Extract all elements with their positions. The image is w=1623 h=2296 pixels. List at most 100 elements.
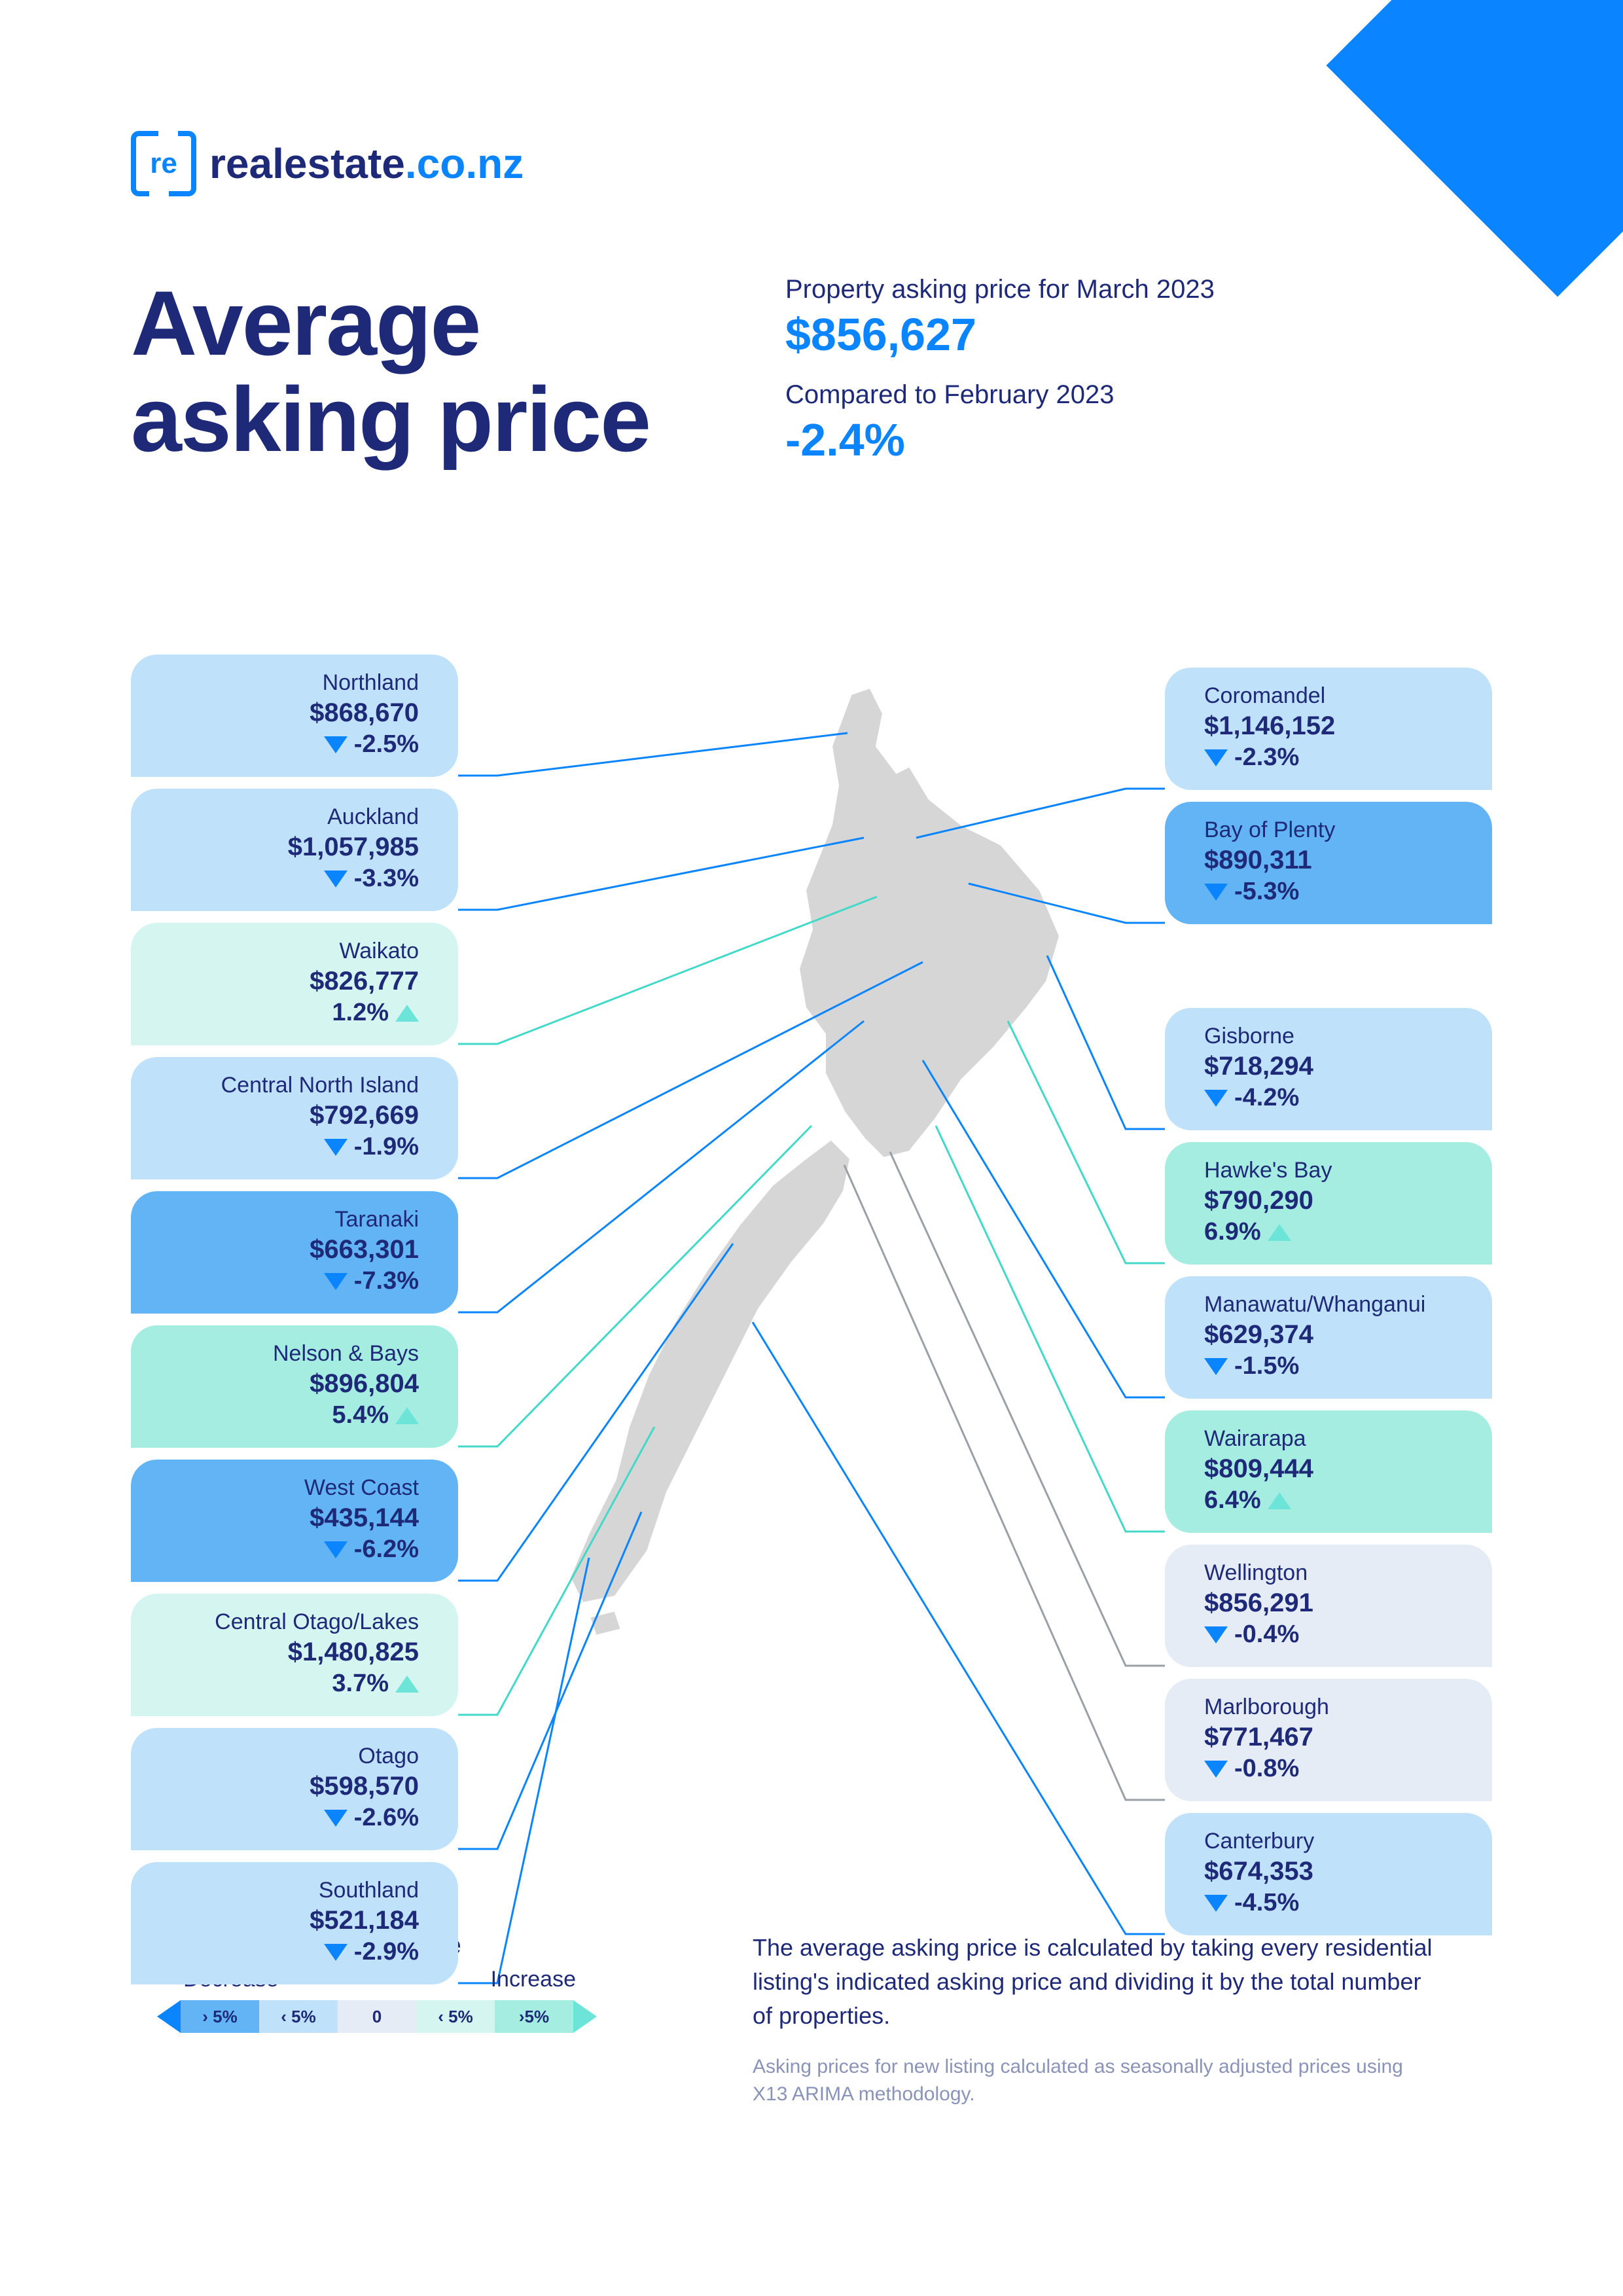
- region-name: Coromandel: [1204, 683, 1466, 709]
- region-price: $598,570: [157, 1772, 419, 1801]
- region-price: $809,444: [1204, 1454, 1466, 1484]
- region-price: $790,290: [1204, 1186, 1466, 1215]
- region-change: -0.4%: [1204, 1621, 1299, 1649]
- region-name: Wairarapa: [1204, 1426, 1466, 1452]
- region-change-value: -1.5%: [1234, 1352, 1299, 1380]
- region-name: Taranaki: [157, 1207, 419, 1232]
- region-change: 5.4%: [332, 1401, 419, 1429]
- region-name: West Coast: [157, 1475, 419, 1501]
- region-change-value: -2.9%: [354, 1938, 419, 1966]
- legend-scale: › 5% ‹ 5% 0 ‹ 5% ›5%: [157, 2000, 602, 2033]
- region-card: Wairarapa$809,4446.4%: [1165, 1410, 1492, 1533]
- legend-seg-inc-lt5: ‹ 5%: [416, 2000, 495, 2033]
- decrease-icon: [324, 870, 348, 888]
- region-name: Canterbury: [1204, 1829, 1466, 1854]
- increase-icon: [395, 1407, 419, 1424]
- decrease-icon: [1204, 1626, 1228, 1643]
- region-change: -1.9%: [324, 1133, 419, 1161]
- summary-compare-label: Compared to February 2023: [785, 380, 1215, 410]
- region-change: -2.9%: [324, 1938, 419, 1966]
- legend-seg-dec-lt5: ‹ 5%: [259, 2000, 338, 2033]
- region-card: Central North Island $792,669 -1.9%: [131, 1057, 458, 1179]
- legend-decrease-arrow-icon: [157, 2000, 181, 2033]
- region-name: Nelson & Bays: [157, 1341, 419, 1367]
- page-title: Average asking price: [131, 275, 650, 467]
- region-card: Marlborough$771,467-0.8%: [1165, 1679, 1492, 1801]
- region-price: $521,184: [157, 1906, 419, 1935]
- region-change-value: -3.3%: [354, 865, 419, 893]
- region-change: -4.2%: [1204, 1084, 1299, 1112]
- decrease-icon: [1204, 1761, 1228, 1778]
- region-price: $435,144: [157, 1503, 419, 1533]
- region-change: -3.3%: [324, 865, 419, 893]
- region-price: $1,146,152: [1204, 711, 1466, 741]
- region-change: -5.3%: [1204, 878, 1299, 906]
- region-name: Gisborne: [1204, 1024, 1466, 1049]
- region-price: $890,311: [1204, 846, 1466, 875]
- summary-price-label: Property asking price for March 2023: [785, 275, 1215, 304]
- region-name: Central North Island: [157, 1073, 419, 1098]
- region-price: $896,804: [157, 1369, 419, 1399]
- footnote-sub: Asking prices for new listing calculated…: [753, 2053, 1440, 2108]
- footnote-block: The average asking price is calculated b…: [753, 1931, 1440, 2108]
- decrease-icon: [324, 736, 348, 753]
- page-title-line2: asking price: [131, 371, 650, 467]
- summary-block: Property asking price for March 2023 $85…: [785, 275, 1215, 486]
- region-change-value: -5.3%: [1234, 878, 1299, 906]
- region-name: Manawatu/Whanganui: [1204, 1292, 1466, 1318]
- legend-increase-arrow-icon: [573, 2000, 597, 2033]
- corner-accent-shape: [1326, 0, 1623, 297]
- decrease-icon: [324, 1139, 348, 1156]
- region-change: -4.5%: [1204, 1889, 1299, 1917]
- summary-compare-value: -2.4%: [785, 414, 1215, 466]
- region-change-value: -4.2%: [1234, 1084, 1299, 1112]
- decrease-icon: [1204, 1895, 1228, 1912]
- region-name: Southland: [157, 1878, 419, 1903]
- brand-name-main: realestate: [209, 140, 405, 187]
- region-change: -0.8%: [1204, 1755, 1299, 1783]
- region-change: -6.2%: [324, 1535, 419, 1564]
- region-change: -7.3%: [324, 1267, 419, 1295]
- region-card: Southland $521,184 -2.9%: [131, 1862, 458, 1984]
- region-card: Gisborne $718,294 -4.2%: [1165, 1008, 1492, 1130]
- region-price: $792,669: [157, 1101, 419, 1130]
- region-change-value: 6.9%: [1204, 1218, 1261, 1246]
- region-price: $868,670: [157, 698, 419, 728]
- legend-increase-label: Increase: [491, 1967, 576, 1992]
- region-price: $856,291: [1204, 1588, 1466, 1618]
- region-card: Coromandel$1,146,152 -2.3%: [1165, 668, 1492, 790]
- region-change: -1.5%: [1204, 1352, 1299, 1380]
- legend-seg-dec-gt5: › 5%: [181, 2000, 259, 2033]
- nz-map: [543, 655, 1132, 1636]
- region-card: Northland$868,670-2.5%: [131, 655, 458, 777]
- region-price: $826,777: [157, 967, 419, 996]
- region-price: $718,294: [1204, 1052, 1466, 1081]
- decrease-icon: [1204, 884, 1228, 901]
- brand-logo-mark: re: [131, 131, 196, 196]
- region-change: 6.4%: [1204, 1486, 1291, 1515]
- increase-icon: [1268, 1224, 1291, 1241]
- brand-logo: re realestate.co.nz: [131, 131, 524, 196]
- region-name: Hawke's Bay: [1204, 1158, 1466, 1183]
- region-change-value: -7.3%: [354, 1267, 419, 1295]
- region-change-value: -2.6%: [354, 1804, 419, 1832]
- region-name: Central Otago/Lakes: [157, 1609, 419, 1635]
- region-name: Auckland: [157, 804, 419, 830]
- brand-logo-text: realestate.co.nz: [209, 139, 524, 188]
- region-change-value: -2.3%: [1234, 744, 1299, 772]
- region-name: Wellington: [1204, 1560, 1466, 1586]
- region-price: $663,301: [157, 1235, 419, 1265]
- increase-icon: [395, 1676, 419, 1693]
- region-card: Wellington$856,291 -0.4%: [1165, 1545, 1492, 1667]
- region-name: Otago: [157, 1744, 419, 1769]
- region-change-value: -6.2%: [354, 1535, 419, 1564]
- region-change: 6.9%: [1204, 1218, 1291, 1246]
- legend-seg-zero: 0: [338, 2000, 416, 2033]
- region-card: Hawke's Bay $790,290 6.9%: [1165, 1142, 1492, 1265]
- brand-name-suffix: .co.nz: [405, 140, 524, 187]
- region-change-value: -1.9%: [354, 1133, 419, 1161]
- region-name: Bay of Plenty: [1204, 817, 1466, 843]
- region-change: -2.5%: [324, 730, 419, 759]
- region-card: Auckland$1,057,985-3.3%: [131, 789, 458, 911]
- region-card: Canterbury$674,353-4.5%: [1165, 1813, 1492, 1935]
